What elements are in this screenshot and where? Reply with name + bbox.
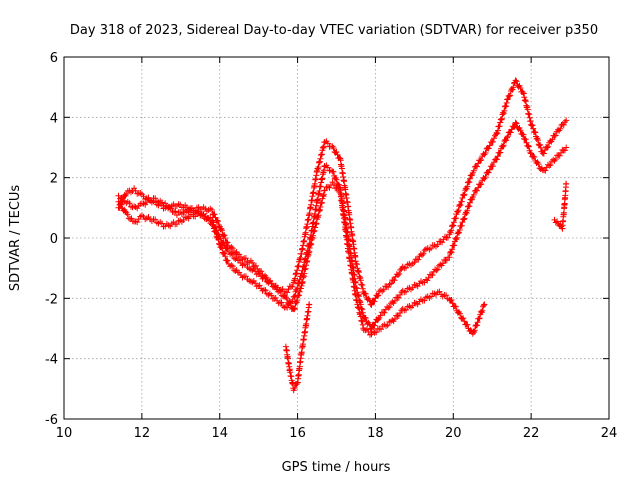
x-tick-label: 10 bbox=[56, 426, 73, 441]
y-axis-label: SDTVAR / TECUs bbox=[8, 185, 23, 292]
y-tick-label: -2 bbox=[45, 292, 58, 307]
x-tick-label: 20 bbox=[445, 426, 462, 441]
y-tick-label: 6 bbox=[50, 51, 58, 66]
y-tick-label: 4 bbox=[50, 111, 58, 126]
x-tick-label: 16 bbox=[289, 426, 306, 441]
series-markers bbox=[115, 179, 488, 338]
series-markers bbox=[551, 180, 570, 232]
chart-title: Day 318 of 2023, Sidereal Day-to-day VTE… bbox=[70, 23, 598, 38]
data-points bbox=[115, 77, 570, 394]
y-tick-label: -4 bbox=[45, 353, 58, 368]
series-track-c bbox=[115, 179, 488, 338]
series-track-b bbox=[115, 119, 570, 333]
series-markers bbox=[115, 119, 570, 333]
series-markers bbox=[282, 301, 313, 394]
y-tick-label: 0 bbox=[50, 232, 58, 247]
x-tick-label: 12 bbox=[134, 426, 151, 441]
x-tick-label: 24 bbox=[601, 426, 618, 441]
y-tick-label: -6 bbox=[45, 413, 58, 428]
y-tick-label: 2 bbox=[50, 172, 58, 187]
x-tick-label: 18 bbox=[367, 426, 384, 441]
series-late-segment bbox=[551, 180, 570, 232]
x-tick-label: 22 bbox=[523, 426, 540, 441]
x-tick-label: 14 bbox=[211, 426, 228, 441]
x-axis-label: GPS time / hours bbox=[282, 460, 391, 475]
series-dip-segment bbox=[282, 301, 313, 394]
